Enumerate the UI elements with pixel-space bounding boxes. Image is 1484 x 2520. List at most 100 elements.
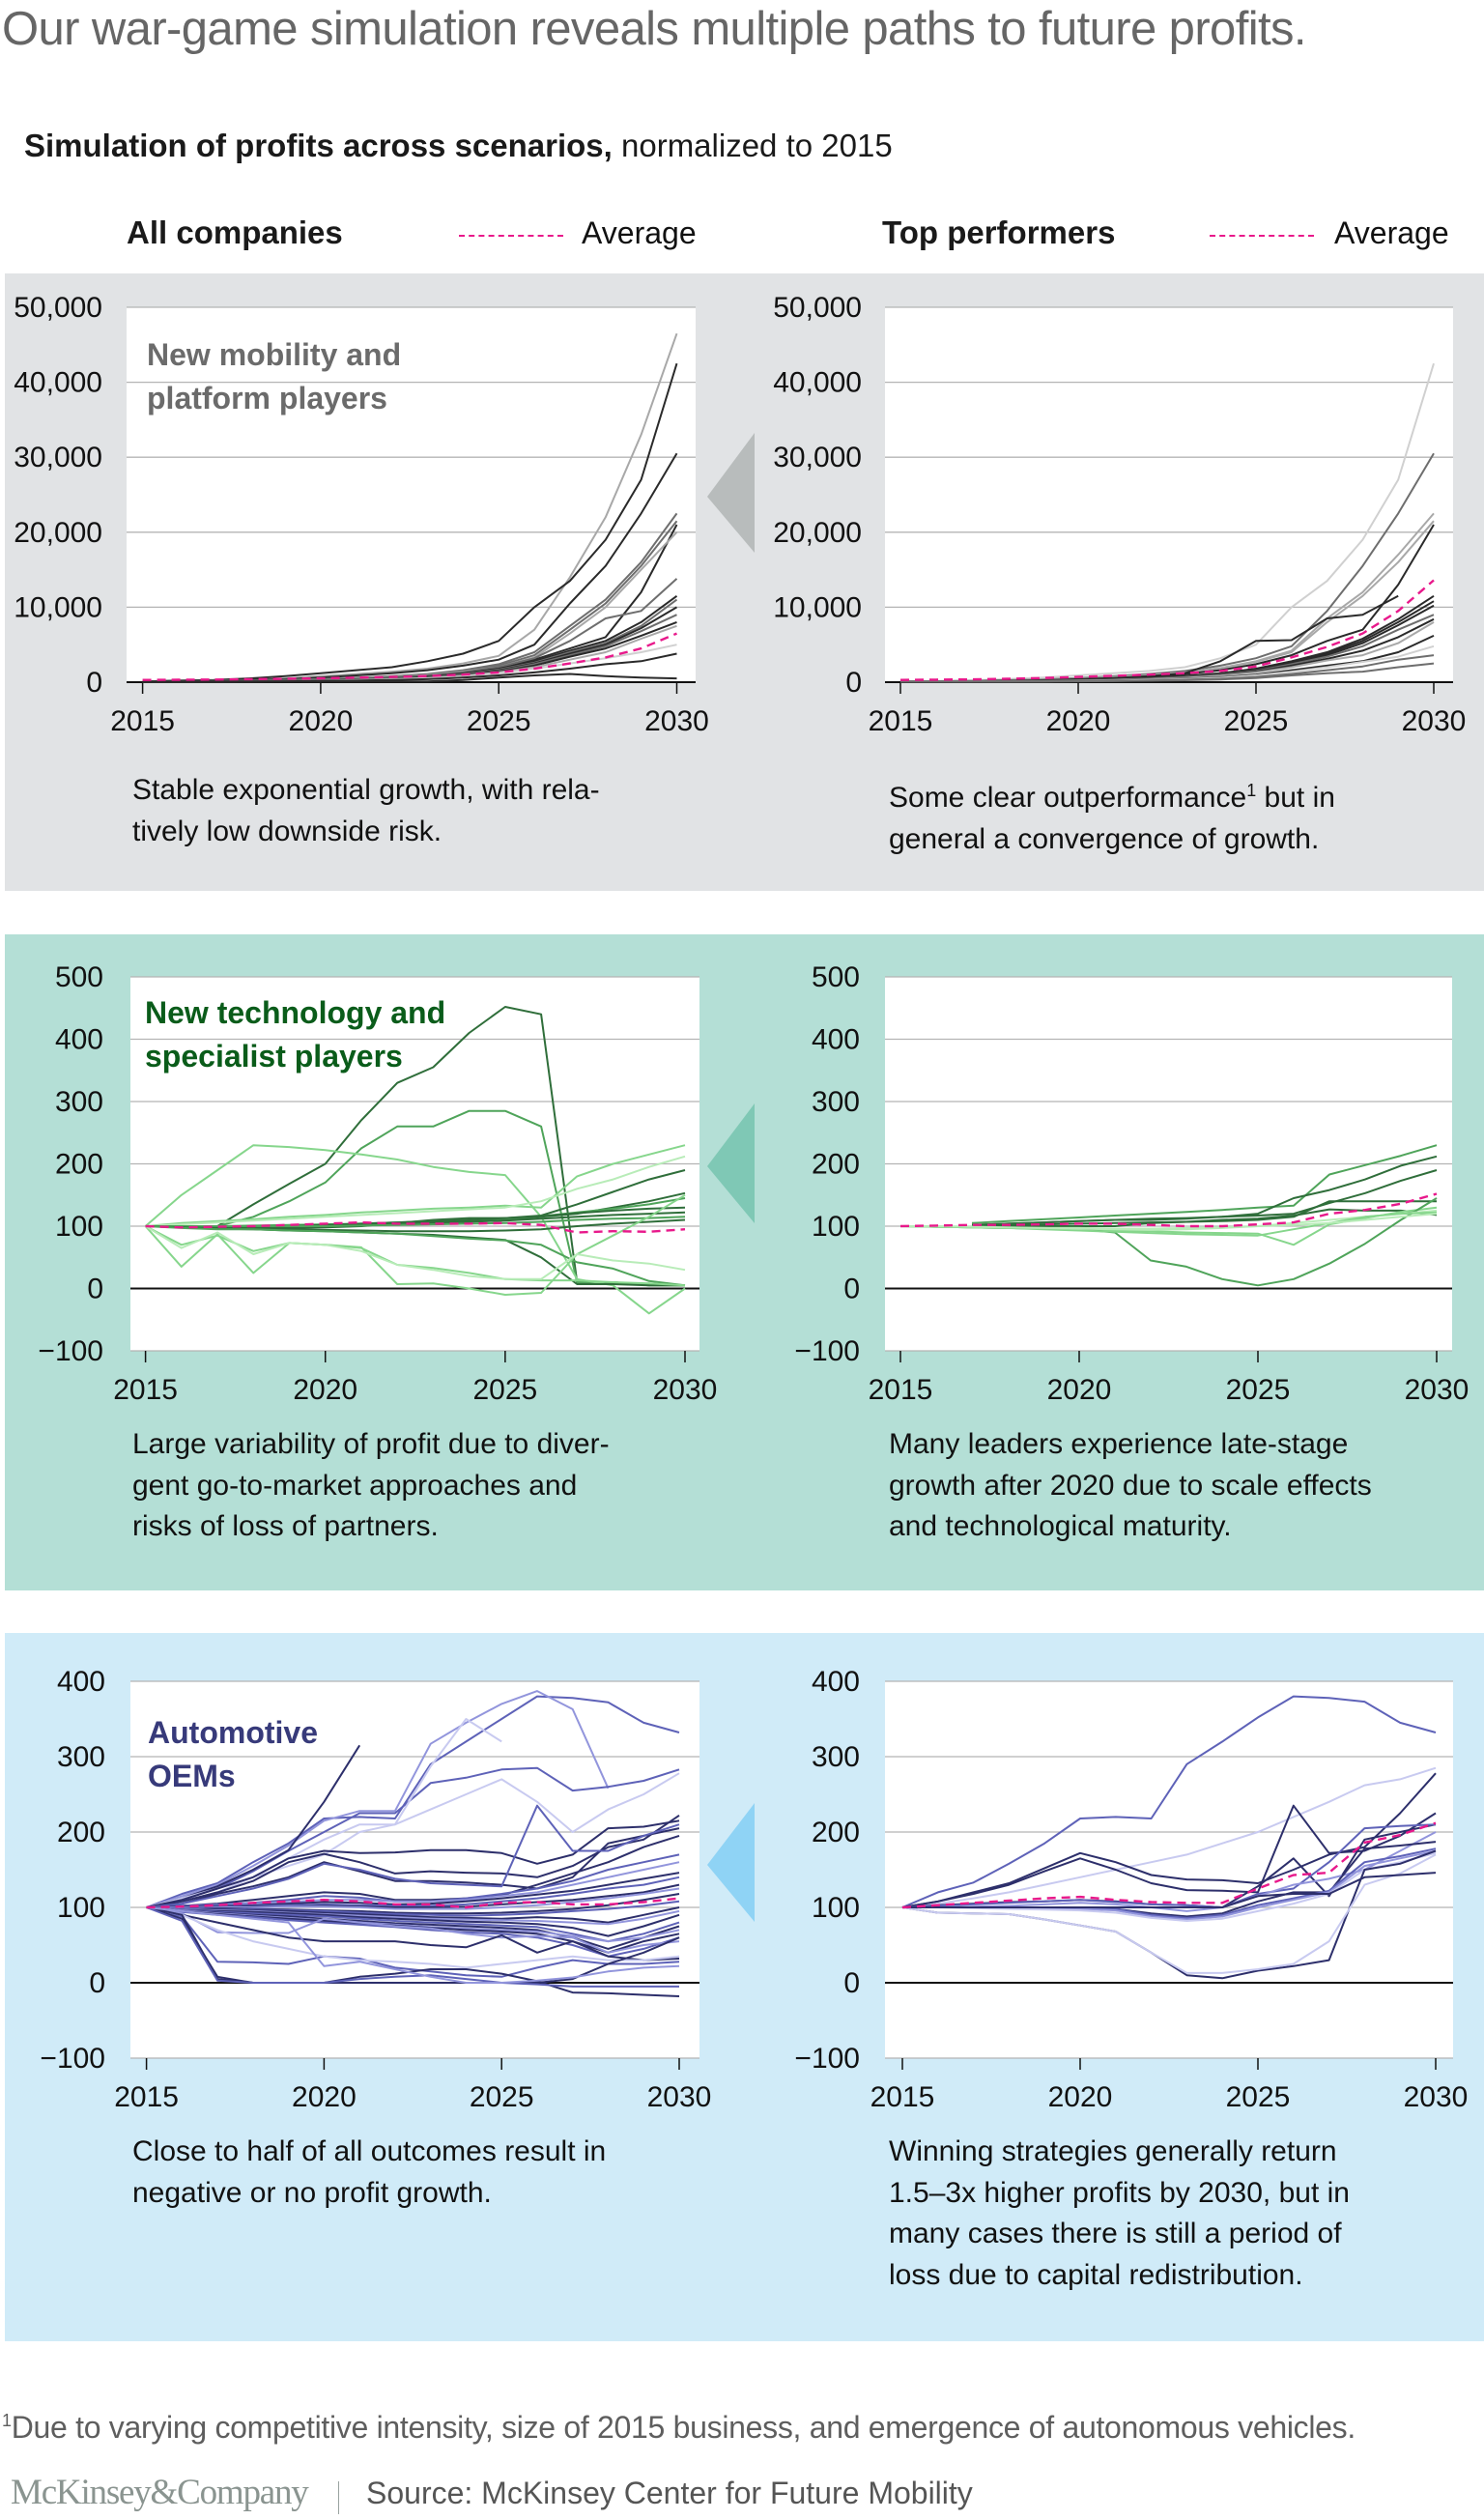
chart-technology-all: −100 0 100 200 300 400 500 2015 2020 2025 2030 — [38, 961, 717, 1406]
series-line — [144, 1193, 686, 1296]
y-tick-label: 10,000 — [14, 591, 102, 623]
x-tick-label: 2030 — [1404, 2081, 1469, 2113]
caption-oem-top: Winning strategies generally return 1.5–… — [889, 2132, 1350, 2296]
caption-line: tively low downside risk. — [132, 815, 442, 847]
x-tick-label: 2025 — [467, 705, 531, 737]
series-line — [142, 673, 677, 683]
chart-mobility-all: 0 10,000 20,000 30,000 40,000 50,000 2015 2020 2… — [14, 292, 709, 737]
average-legend-line-right — [1210, 235, 1314, 237]
series-line — [146, 1766, 680, 1908]
category-label-line: specialist players — [145, 1039, 403, 1074]
footnote: 1Due to varying competitive intensity, s… — [2, 2410, 1356, 2446]
series-line — [971, 1144, 1438, 1224]
footnote-text: Due to varying competitive intensity, si… — [11, 2410, 1356, 2445]
y-tick-label: 50,000 — [773, 292, 862, 324]
y-tick-label: 200 — [57, 1817, 105, 1848]
arrow-left-icon — [707, 1803, 755, 1922]
x-tick-label: 2020 — [293, 1374, 357, 1406]
x-tick-label: 2025 — [1226, 2081, 1291, 2113]
caption-technology-all: Large variability of profit due to diver… — [132, 1424, 610, 1548]
caption-oem-all: Close to half of all outcomes result in … — [132, 2132, 606, 2214]
series-line — [902, 1851, 1437, 1922]
y-tick-label: 500 — [55, 961, 103, 993]
series-line — [146, 1906, 680, 1962]
series-line — [146, 1887, 680, 1910]
series-line — [146, 1906, 680, 1984]
category-label-line: New mobility and — [147, 337, 402, 372]
series-line — [146, 1814, 680, 1908]
footnote-marker: 1 — [2, 2411, 12, 2430]
series-line — [901, 1766, 1437, 1908]
average-line — [901, 1821, 1437, 1909]
y-tick-label: 100 — [57, 1892, 105, 1924]
caption-line: many cases there is still a period of — [889, 2218, 1342, 2250]
series-line — [146, 1906, 680, 1943]
caption-line: gent go-to-market approaches and — [132, 1469, 578, 1502]
y-tick-label: 0 — [89, 1967, 105, 1999]
series-line — [146, 1695, 680, 1908]
column-header-all-companies: All companies — [127, 215, 343, 250]
column-header-top-performers: Top performers — [882, 215, 1116, 250]
category-label-line: OEMs — [148, 1759, 236, 1793]
y-tick-label: 30,000 — [773, 442, 862, 473]
x-tick-label: 2030 — [1405, 1374, 1470, 1406]
category-label-line: New technology and — [145, 995, 446, 1030]
source-note: Source: McKinsey Center for Future Mobil… — [366, 2476, 973, 2510]
y-tick-label: 0 — [843, 1967, 860, 1999]
series-line — [901, 1804, 1437, 1908]
y-tick-label: 100 — [55, 1211, 103, 1243]
x-tick-label: 2025 — [470, 2081, 534, 2113]
series-line — [146, 1819, 680, 1908]
y-tick-label: 0 — [87, 1274, 103, 1305]
series-line — [146, 1906, 680, 1954]
series-line — [146, 1906, 680, 1937]
series-line — [146, 1834, 680, 1908]
series-line — [900, 662, 1435, 683]
y-tick-label: 50,000 — [14, 292, 102, 324]
series-group — [899, 362, 1435, 683]
caption-mobility-top: Some clear outperformance1 but in genera… — [889, 770, 1335, 860]
chart-technology-top: −100 0 100 200 300 400 500 2015 2020 2025 2030 — [794, 961, 1469, 1406]
subtitle-bold: Simulation of profits across scenarios, — [24, 128, 613, 163]
series-line — [146, 1906, 680, 1978]
y-tick-label: −100 — [794, 1335, 860, 1367]
y-tick-label: 300 — [55, 1086, 103, 1118]
average-line — [142, 632, 677, 681]
y-tick-label: 40,000 — [14, 367, 102, 399]
series-group — [142, 332, 678, 683]
series-line — [146, 1804, 680, 1908]
x-tick-label: 2030 — [1402, 705, 1467, 737]
average-line — [899, 1192, 1438, 1228]
x-tick-label: 2030 — [653, 1374, 718, 1406]
x-tick-label: 2025 — [1224, 705, 1289, 737]
plot-area — [130, 1681, 699, 2058]
y-tick-label: 300 — [812, 1086, 860, 1118]
y-tick-label: 200 — [812, 1149, 860, 1181]
plot-area — [885, 307, 1453, 682]
caption-line: Some clear outperformance1 but in — [889, 770, 1335, 819]
y-tick-label: 300 — [57, 1741, 105, 1773]
average-line — [899, 579, 1435, 681]
y-tick-label: 20,000 — [773, 517, 862, 549]
caption-line: Stable exponential growth, with rela- — [132, 774, 600, 806]
x-tick-label: 2020 — [289, 705, 354, 737]
series-line — [146, 1906, 680, 1969]
y-tick-label: 400 — [57, 1666, 105, 1698]
y-tick-label: 20,000 — [14, 517, 102, 549]
plot-area — [127, 307, 696, 682]
mckinsey-logo: McKinsey&Company — [11, 2473, 309, 2512]
series-group — [146, 1690, 680, 1997]
y-tick-label: 400 — [812, 1666, 860, 1698]
chart-oem-top: −100 0 100 200 300 400 2015 2020 2025 2030 — [794, 1666, 1468, 2113]
series-group — [901, 1695, 1437, 1980]
caption-technology-top: Many leaders experience late-stage growt… — [889, 1424, 1372, 1548]
series-line — [145, 1144, 686, 1227]
x-tick-label: 2015 — [870, 2081, 935, 2113]
average-line — [146, 1897, 680, 1909]
y-tick-label: 0 — [86, 667, 102, 699]
y-tick-label: 100 — [812, 1892, 860, 1924]
y-tick-label: 100 — [812, 1211, 860, 1243]
y-tick-label: 40,000 — [773, 367, 862, 399]
series-line — [145, 1155, 686, 1227]
